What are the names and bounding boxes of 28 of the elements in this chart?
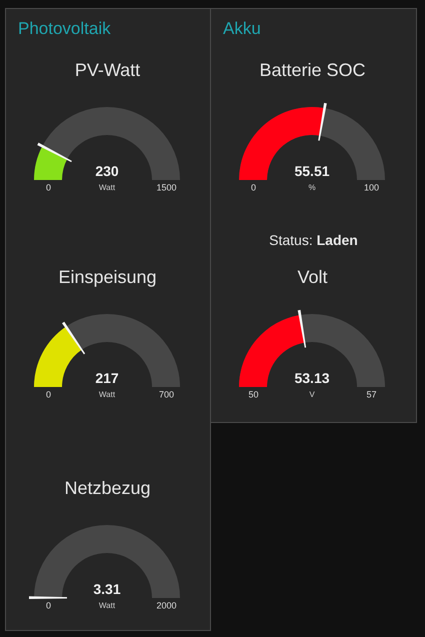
text: % (308, 183, 316, 192)
text: Akku (223, 19, 261, 39)
text: Photovoltaik (18, 19, 111, 39)
text: 100 (364, 182, 380, 192)
text: 700 (158, 390, 174, 400)
text: 57 (366, 390, 377, 400)
text: Volt (297, 267, 328, 287)
text: 0 (250, 182, 256, 192)
text: V (309, 390, 316, 399)
data-label: 3.31 (93, 581, 121, 597)
text: Einspeisung (58, 267, 157, 287)
text: 2000 (156, 600, 177, 610)
text: Batterie SOC (259, 60, 366, 80)
text: Netzbezug (64, 478, 151, 498)
text: Watt (98, 183, 116, 192)
text: 0 (46, 182, 52, 192)
text: 1500 (156, 182, 177, 192)
data-label: 55.51 (294, 163, 330, 179)
text: Status: Laden (268, 232, 359, 248)
text: Watt (98, 601, 116, 610)
text: Watt (98, 390, 116, 399)
data-label: 53.13 (294, 370, 330, 386)
text: 0 (46, 600, 52, 610)
text: 0 (46, 390, 52, 400)
data-label: 230 (95, 163, 119, 179)
text: PV-Watt (74, 60, 140, 80)
data-label: 217 (95, 370, 119, 386)
text: 50 (248, 390, 259, 400)
